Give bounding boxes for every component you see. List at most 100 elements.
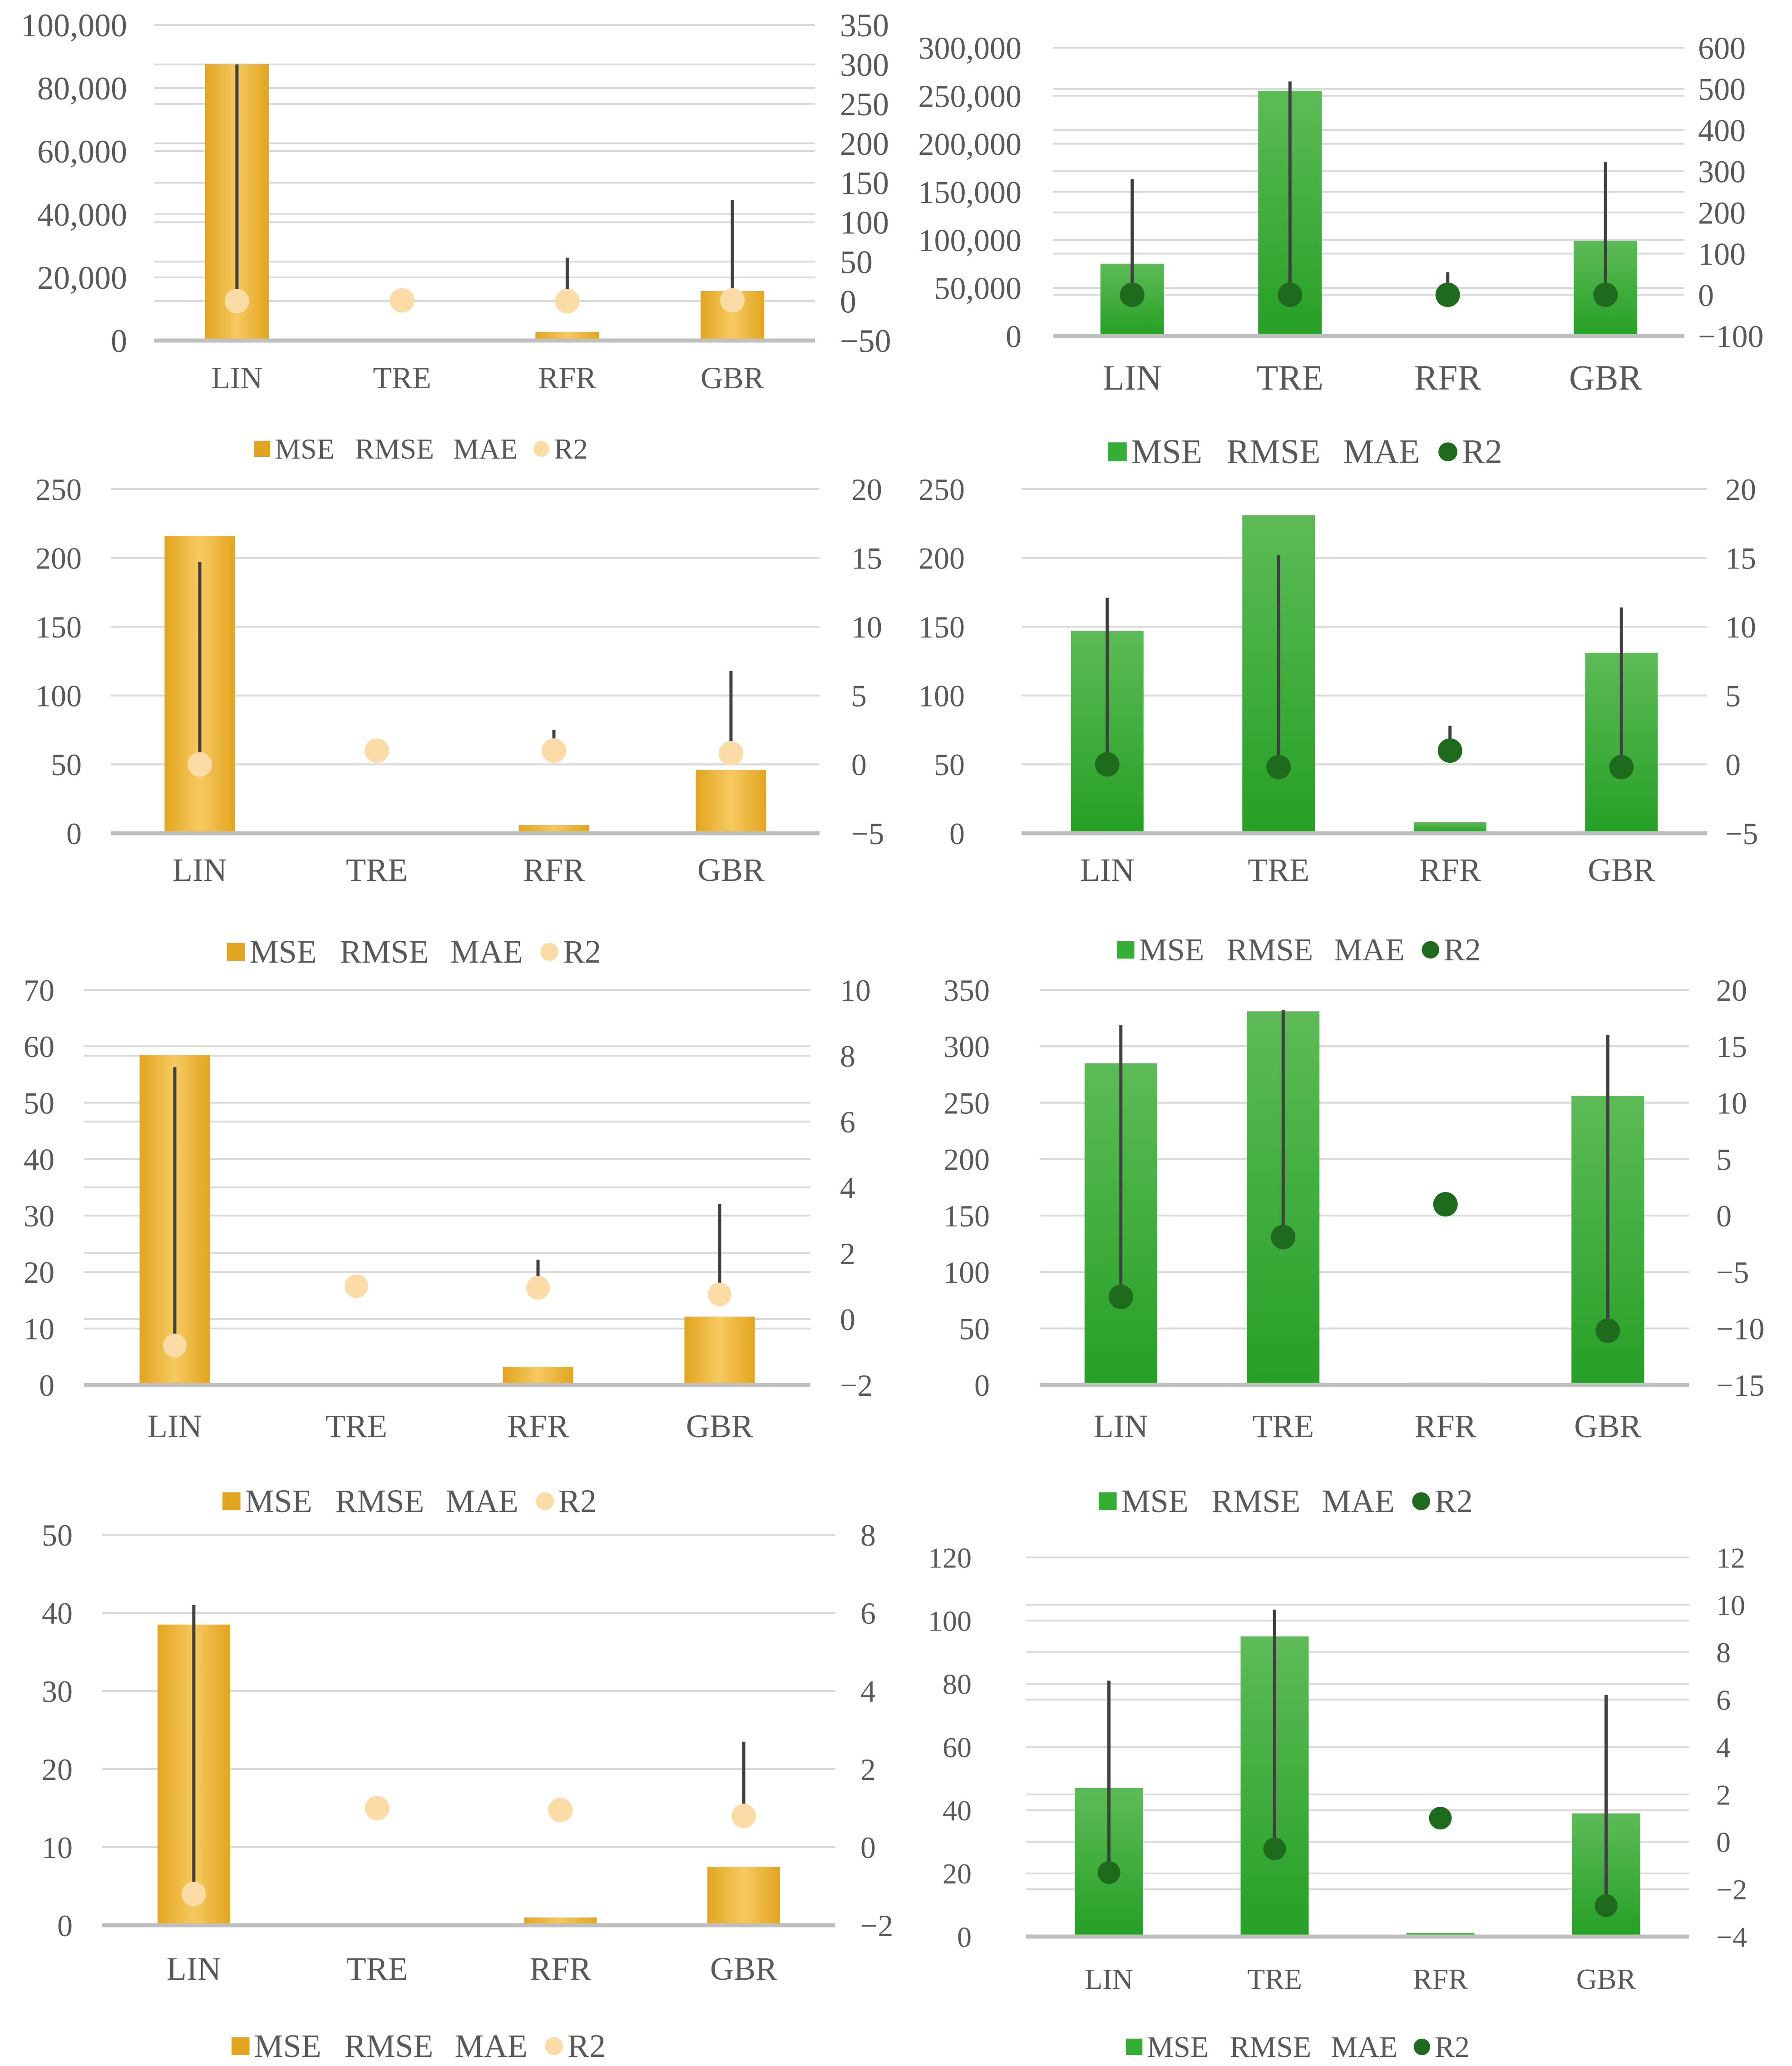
category-label: GBR — [686, 1408, 753, 1444]
right-tick-label: 10 — [840, 973, 871, 1008]
right-tick-label: 10 — [1725, 610, 1756, 644]
legend-swatch-r2 — [536, 1492, 554, 1510]
bar-mse — [684, 1316, 755, 1385]
right-tick-label: 4 — [860, 1674, 876, 1709]
legend-label: RMSE — [344, 2028, 433, 2064]
legend-label: MAE — [1343, 433, 1420, 471]
legend-label: MAE — [1322, 1483, 1395, 1519]
category-label: GBR — [1576, 1963, 1636, 1995]
left-tick-label: 50 — [959, 1312, 990, 1346]
point-r2 — [526, 1276, 550, 1300]
right-tick-label: −50 — [840, 323, 891, 359]
legend-label: MSE — [1131, 433, 1202, 471]
legend-label: RMSE — [1227, 933, 1313, 968]
bar-mse — [503, 1367, 573, 1385]
left-tick-label: 0 — [949, 816, 965, 851]
right-tick-label: 0 — [1725, 747, 1741, 782]
legend-label: R2 — [1444, 933, 1481, 968]
legend: MSE RMSE MAE R2 — [222, 1483, 597, 1519]
right-tick-label: 2 — [840, 1236, 855, 1271]
right-tick-label: 6 — [1716, 1684, 1731, 1716]
left-tick-label: 10 — [24, 1312, 54, 1346]
point-r2 — [345, 1274, 368, 1298]
right-tick-label: 8 — [860, 1518, 876, 1552]
right-tick-label: 2 — [1716, 1779, 1731, 1811]
left-tick-label: 60 — [24, 1029, 54, 1064]
left-tick-label: 0 — [957, 1921, 972, 1953]
category-label: RFR — [538, 361, 597, 395]
left-tick-label: 50 — [51, 747, 82, 782]
chart-panel: 020,00040,00060,00080,000100,000−5005010… — [21, 7, 891, 465]
legend: MSE RMSE MAE R2 — [1117, 933, 1481, 968]
category-label: RFR — [1419, 852, 1481, 888]
left-tick-label: 40,000 — [37, 197, 127, 233]
right-tick-label: 300 — [1698, 155, 1746, 190]
right-tick-label: 10 — [1716, 1086, 1747, 1120]
chart-panel: 0 50 100 150 200 250 300 350 −15 −10 −5 0 5 10 15 20 LIN… — [943, 973, 1764, 1519]
point-r2 — [365, 738, 389, 763]
right-tick-label: 15 — [851, 541, 882, 575]
left-tick-label: 20 — [24, 1255, 54, 1290]
point-r2 — [188, 752, 212, 777]
legend-swatch-mse — [232, 2037, 250, 2055]
chart-panel: 0 50 100 150 200 250 −5 0 5 10 15 20 LIN TRE RFR GBR MSE… — [35, 472, 884, 970]
left-tick-label: 120 — [928, 1542, 972, 1574]
legend-label: R2 — [568, 2028, 606, 2064]
left-tick-label: 150 — [943, 1199, 990, 1233]
legend-label: RMSE — [1211, 1483, 1300, 1519]
point-r2 — [542, 738, 566, 763]
right-tick-label: −5 — [1725, 816, 1758, 851]
point-r2 — [1429, 1807, 1452, 1830]
right-tick-label: −5 — [1716, 1255, 1749, 1290]
legend-swatch-mse — [227, 943, 245, 961]
point-r2 — [708, 1282, 731, 1306]
right-tick-label: 8 — [1716, 1636, 1731, 1669]
legend-label: R2 — [563, 934, 601, 970]
legend: MSE RMSE MAE R2 — [1099, 1483, 1473, 1519]
right-tick-label: 5 — [1725, 679, 1741, 713]
right-tick-label: −2 — [860, 1908, 893, 1943]
left-tick-label: 100,000 — [21, 7, 127, 44]
left-tick-label: 50,000 — [934, 272, 1022, 306]
bar-mse — [535, 331, 599, 341]
left-tick-label: 30 — [42, 1674, 73, 1709]
left-tick-label: 100 — [943, 1255, 990, 1290]
bar-mse — [707, 1867, 780, 1925]
point-r2 — [163, 1334, 187, 1357]
left-tick-label: 100 — [928, 1605, 972, 1637]
right-tick-label: 6 — [860, 1596, 876, 1631]
left-tick-label: 0 — [57, 1908, 73, 1943]
right-tick-label: 0 — [1698, 278, 1714, 313]
legend-label: MSE — [1139, 933, 1205, 968]
legend-label: MSE — [1121, 1483, 1189, 1519]
right-tick-label: 12 — [1716, 1542, 1745, 1574]
point-r2 — [555, 289, 580, 314]
category-label: LIN — [1085, 1963, 1133, 1995]
point-r2 — [224, 289, 249, 314]
right-tick-label: 0 — [1716, 1826, 1731, 1858]
left-tick-label: 200,000 — [918, 127, 1022, 162]
left-tick-label: 20 — [943, 1858, 972, 1890]
chart-panel: 0 10 20 30 40 50 −2 0 2 4 6 8 LIN TRE RFR GBR MSE RMSE MAE… — [42, 1518, 893, 2064]
left-tick-label: 40 — [943, 1794, 972, 1827]
point-r2 — [1595, 1894, 1618, 1918]
left-tick-label: 300 — [943, 1029, 990, 1064]
point-r2 — [1271, 1225, 1296, 1250]
legend-swatch-r2 — [545, 2037, 563, 2056]
left-tick-label: 50 — [42, 1518, 73, 1552]
right-tick-label: 400 — [1698, 114, 1746, 148]
right-tick-label: −2 — [840, 1368, 873, 1403]
right-tick-label: 10 — [851, 610, 882, 644]
left-tick-label: 80 — [943, 1668, 972, 1700]
left-tick-label: 60 — [943, 1731, 972, 1764]
left-tick-label: 30 — [24, 1199, 54, 1233]
category-label: TRE — [1257, 358, 1323, 397]
point-r2 — [720, 288, 745, 313]
right-tick-label: −100 — [1698, 320, 1763, 355]
left-tick-label: 0 — [66, 816, 82, 851]
legend-label: MAE — [1334, 933, 1405, 968]
left-tick-label: 150 — [918, 610, 965, 644]
left-tick-label: 50 — [24, 1086, 54, 1120]
legend-label: R2 — [1435, 2031, 1470, 2064]
